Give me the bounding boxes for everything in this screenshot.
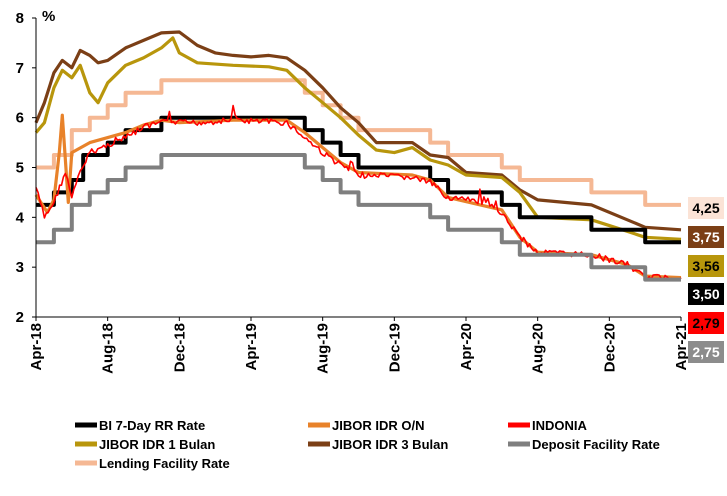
y-tick-label: 2 (16, 309, 24, 326)
y-tick-label: 3 (16, 259, 24, 276)
end-value-labels: 4,25 3,75 3,56 3,50 2,79 2,75 (688, 197, 724, 363)
end-label-value: 4,25 (692, 200, 719, 216)
y-tick-label: 8 (16, 10, 24, 27)
x-tick-label: Apr-18 (28, 323, 45, 371)
x-tick-label: Aug-19 (315, 323, 332, 374)
legend-label: BI 7-Day RR Rate (99, 418, 205, 433)
end-label-value: 3,56 (692, 258, 719, 274)
x-tick-label: Aug-18 (100, 323, 117, 374)
legend-label: JIBOR IDR 1 Bulan (99, 437, 215, 452)
series-line-deposit-facility-rate (36, 153, 681, 282)
end-label-value: 3,50 (692, 286, 719, 302)
end-label-value: 3,75 (692, 229, 719, 245)
legend-label: INDONIA (532, 418, 588, 433)
end-label-value: 2,75 (692, 344, 719, 360)
series-line-jibor-idr-1-bulan (34, 36, 682, 241)
x-tick-label: Dec-18 (171, 323, 188, 372)
legend-label: JIBOR IDR O/N (332, 418, 424, 433)
legend: BI 7-Day RR Rate JIBOR IDR O/N INDONIA JIBO… (75, 418, 660, 471)
end-label-value: 2,79 (692, 315, 719, 331)
end-label-box (688, 341, 724, 363)
legend-label: Deposit Facility Rate (532, 437, 660, 452)
y-tick-labels: 2 3 4 5 6 7 8 (16, 10, 36, 326)
legend-label: Lending Facility Rate (99, 456, 230, 471)
y-axis-unit-label: % (42, 8, 55, 25)
legend-label: JIBOR IDR 3 Bulan (332, 437, 448, 452)
x-tick-label: Apr-19 (243, 323, 260, 371)
end-label-box (688, 283, 724, 305)
x-tick-labels: Apr-18 Aug-18 Dec-18 Apr-19 Aug-19 Dec-19 Apr-… (28, 317, 690, 374)
end-label-box (688, 226, 724, 248)
x-tick-label: Aug-20 (530, 323, 547, 374)
end-label-box (688, 255, 724, 277)
end-label-box (688, 197, 724, 219)
x-tick-label: Apr-21 (673, 323, 690, 371)
y-tick-label: 7 (16, 60, 24, 77)
x-tick-label: Dec-19 (386, 323, 403, 372)
x-tick-label: Apr-20 (458, 323, 475, 371)
y-tick-label: 5 (16, 160, 24, 177)
series-line-jibor-idr-3-bulan (34, 30, 682, 232)
y-tick-label: 4 (16, 209, 25, 226)
end-label-box (688, 312, 724, 334)
series-line-lending-facility-rate (36, 78, 681, 207)
plot-lines (34, 30, 682, 282)
y-tick-label: 6 (16, 110, 24, 127)
x-tick-label: Dec-20 (601, 323, 618, 372)
